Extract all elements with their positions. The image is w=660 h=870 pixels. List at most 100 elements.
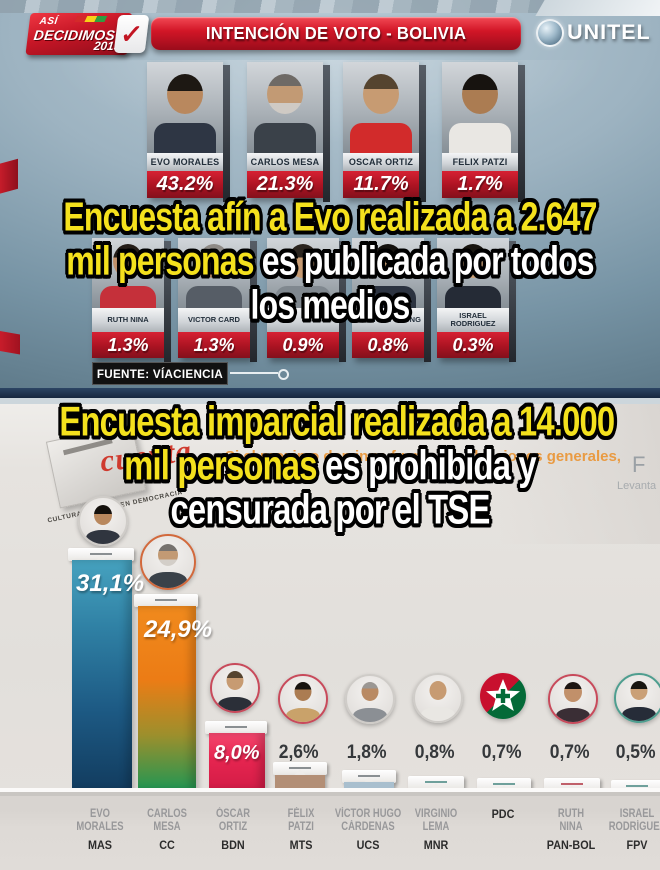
column-label: VIRGINIO LEMA MNR: [394, 808, 478, 852]
candidate-card: 0.9%: [267, 238, 346, 363]
channel-logo: UNITEL: [536, 19, 650, 47]
bar-value-label: 2,6%: [278, 742, 319, 763]
candidate-card: OSCAR ORTIZ 11.7%: [343, 62, 426, 203]
bar-value-label: 1,8%: [346, 742, 387, 763]
checkmark-icon: ✓: [113, 15, 150, 53]
meme-top-line3: los medios: [250, 283, 411, 328]
candidate-photo: [247, 62, 323, 153]
candidate-photo: [437, 238, 509, 308]
survey-chart-section: cuenta CULTURA POLÍTICA EN DEMOCRACIA Si…: [0, 404, 660, 870]
avatar-carlos-mesa: [140, 534, 196, 590]
party-label: MTS: [289, 838, 313, 852]
survey-question: Si el proximo domingo fueran las eleccio…: [225, 448, 621, 465]
bolivia-flag-icon: [74, 16, 108, 22]
meme-bottom-line2-white: es prohibida y: [316, 443, 537, 489]
bar-oscar-ortiz: [209, 733, 265, 790]
bar-value-label: 0,8%: [414, 742, 455, 763]
meme-bottom-line1: Encuesta imparcial realizada a 14.000: [59, 399, 615, 445]
candidate-percent: 1.7%: [442, 171, 518, 198]
studio-decor-strip: [0, 0, 660, 13]
pdc-star-icon: [486, 679, 520, 711]
bar-value-label: 8,0%: [214, 742, 260, 764]
avatar-virginio-lema: [413, 673, 463, 723]
pedestal-cap: [408, 776, 464, 795]
candidate-percent: 0.8%: [352, 332, 424, 358]
column-label: EVO MORALES MAS: [58, 808, 142, 852]
studio-decor-slab: [535, 0, 660, 16]
candidate-name: RUTH NINA: [92, 308, 164, 332]
meme-text-bottom: Encuesta imparcial realizada a 14.000 mi…: [0, 399, 660, 533]
candidate-card: EVO MORALES 43.2%: [147, 62, 230, 203]
meme-top-line2-yellow: mil personas: [66, 239, 254, 284]
candidate-percent: 43.2%: [147, 171, 223, 198]
meme-bottom-line3: censurada por el TSE: [170, 487, 490, 533]
source-decor-dot: [278, 369, 289, 380]
party-label: MAS: [87, 838, 112, 852]
candidate-name: FELIX PATZI: [442, 153, 518, 171]
party-label: MNR: [423, 838, 449, 852]
candidate-photo: [178, 238, 250, 308]
bar-cap: [134, 594, 198, 613]
candidate-name: EVO MORALES: [147, 153, 223, 171]
avatar-israel-rodriguez: [614, 673, 660, 723]
meme-top-line1: Encuesta afín a Evo realizada a 2.647: [63, 195, 597, 240]
party-label: CC: [159, 838, 175, 852]
candidate-name: CARLOS MESA: [247, 153, 323, 171]
avatar-ruth-nina: [548, 674, 598, 724]
poll-title: INTENCIÓN DE VOTO - BOLIVIA: [205, 23, 467, 43]
bar-value-label: 0,7%: [549, 742, 590, 763]
program-logo-word1: ASÍ: [38, 16, 59, 27]
column-label: VÍCTOR HUGO CÁRDENAS UCS: [326, 808, 410, 852]
avatar-felix-patzi: [278, 674, 328, 724]
candidate-photo: [147, 62, 223, 153]
column-label: ISRAEL RODRÍGUEZ FPV: [595, 808, 660, 852]
bar-value-label: 24,9%: [144, 616, 213, 643]
avatar-evo-morales: [78, 496, 128, 546]
candidate-card: RUTH NINA 1.3%: [92, 238, 171, 363]
meme-bottom-line2-yellow: mil personas: [124, 443, 317, 489]
candidate-name: [267, 308, 339, 332]
candidate-name: VICTOR CARD: [178, 308, 250, 332]
source-box: FUENTE: VÍACIENCIA: [92, 362, 228, 385]
bar-evo-morales: [72, 560, 132, 790]
bar-cap: [68, 548, 134, 567]
studio-decor-red: [0, 329, 20, 355]
bar-value-label: 0,5%: [615, 742, 656, 763]
channel-name: UNITEL: [567, 21, 651, 44]
candidate-percent: 0.3%: [437, 332, 509, 358]
candidate-card: ISRAEL RODRIGUEZ 0.3%: [437, 238, 516, 363]
column-label: ÓSCAR ORTIZ BDN: [191, 808, 275, 852]
bar-value-label: 31,1%: [76, 570, 145, 597]
pedestal-cap: [544, 778, 600, 797]
candidate-name: OSCAR ORTIZ: [343, 153, 419, 171]
pedestal-cap: [477, 778, 531, 797]
section-divider: [0, 388, 660, 398]
poll-title-banner: INTENCIÓN DE VOTO - BOLIVIA: [151, 17, 521, 50]
candidate-photo: [343, 62, 419, 153]
candidate-card: CARLOS MESA 21.3%: [247, 62, 330, 203]
bar-cap: [205, 721, 267, 740]
candidate-name: CHI HYUN CHUNG: [352, 308, 424, 332]
pdc-party-logo: [480, 673, 526, 719]
bar-carlos-mesa: [138, 606, 196, 790]
meme-top-line2-white: es publicada por todos: [253, 239, 595, 284]
candidate-card: VICTOR CARD 1.3%: [178, 238, 257, 363]
pedestal-cap: [342, 770, 396, 789]
tv-poll-section: ASÍ DECIDIMOS 2019 ✓ INTENCIÓN DE VOTO -…: [0, 0, 660, 398]
unitel-globe-icon: [536, 19, 564, 47]
candidate-percent: 0.9%: [267, 332, 339, 358]
party-label: PAN-BOL: [546, 838, 596, 852]
chart-baseline: [0, 788, 660, 870]
bar-value-label: 0,7%: [481, 742, 522, 763]
candidate-photo: [267, 238, 339, 308]
party-label: BDN: [221, 838, 245, 852]
candidate-photo: [92, 238, 164, 308]
clipped-text-bottom: Levanta: [617, 480, 657, 492]
column-label: FÉLIX PATZI MTS: [259, 808, 343, 852]
candidate-percent: 1.3%: [178, 332, 250, 358]
section-divider-light: [0, 398, 660, 404]
candidate-card: FELIX PATZI 1.7%: [442, 62, 525, 203]
pedestal-cap: [273, 762, 327, 781]
avatar-victor-hugo-cardenas: [345, 674, 395, 724]
